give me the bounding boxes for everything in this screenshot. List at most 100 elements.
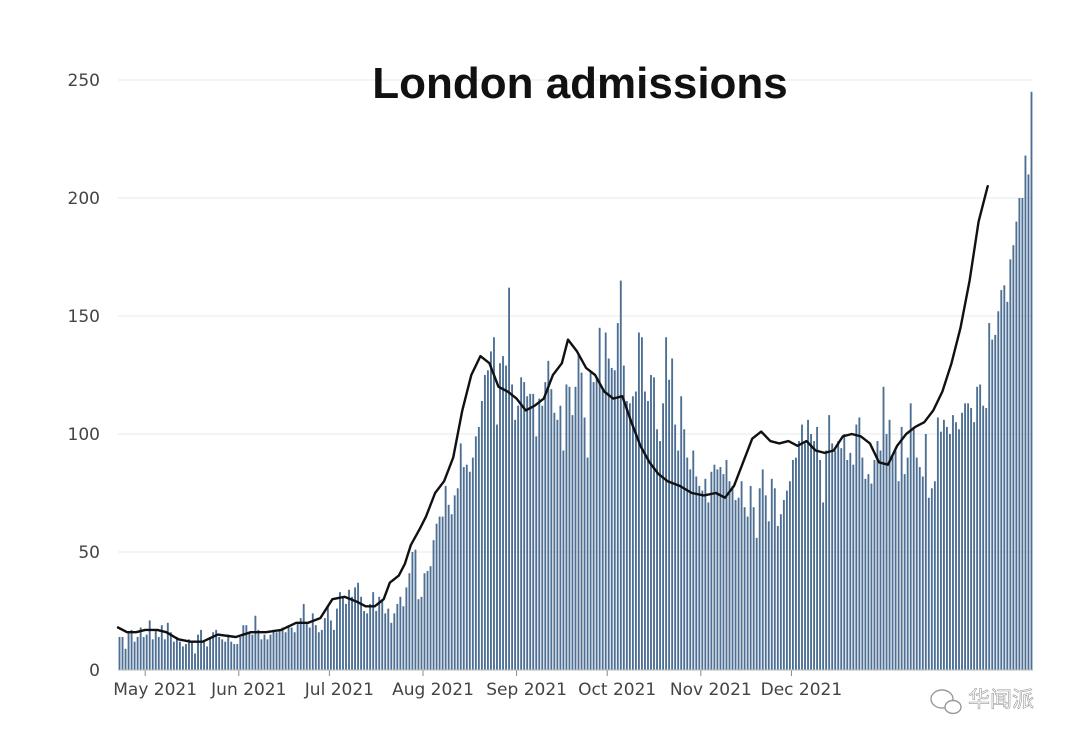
- bar: [888, 419, 891, 670]
- bar: [230, 641, 233, 670]
- bar: [396, 603, 399, 670]
- bar: [278, 629, 281, 670]
- bar: [499, 363, 501, 670]
- bar: [175, 636, 178, 670]
- bar: [471, 457, 474, 670]
- bar: [200, 629, 202, 670]
- bar: [136, 636, 139, 670]
- bar: [952, 415, 954, 670]
- bar: [257, 629, 260, 670]
- watermark: 华闻派: [930, 688, 1034, 715]
- bar: [698, 485, 701, 670]
- bar: [749, 485, 752, 670]
- bar: [849, 452, 852, 670]
- bar: [816, 426, 819, 670]
- bar: [447, 504, 450, 670]
- bar: [514, 419, 517, 670]
- bar: [354, 587, 356, 670]
- bar: [958, 429, 960, 670]
- bar: [384, 613, 387, 670]
- bar: [710, 471, 713, 670]
- bar: [894, 450, 897, 670]
- bar: [731, 485, 734, 670]
- bar: [299, 618, 302, 670]
- bar: [393, 613, 396, 670]
- bar: [559, 405, 562, 670]
- bar: [493, 337, 495, 670]
- bar: [770, 478, 773, 670]
- bar: [550, 389, 553, 670]
- bar: [598, 327, 601, 670]
- bar: [628, 403, 631, 670]
- bar: [417, 599, 420, 670]
- y-tick-label: 250: [68, 71, 100, 91]
- bar: [743, 507, 746, 670]
- bar: [822, 502, 825, 670]
- bar: [520, 377, 523, 670]
- bar: [906, 457, 909, 670]
- bar: [1030, 91, 1033, 671]
- x-tick-label: Dec 2021: [761, 680, 843, 700]
- bar: [302, 603, 305, 670]
- x-tick-label: Jul 2021: [304, 680, 374, 700]
- bar: [468, 471, 471, 670]
- bar: [329, 620, 332, 670]
- bar: [465, 464, 468, 670]
- bar: [477, 426, 480, 670]
- bar: [188, 639, 190, 670]
- bar: [607, 358, 610, 670]
- bar: [891, 455, 894, 670]
- bar: [511, 384, 514, 670]
- bar: [411, 552, 414, 670]
- bar: [988, 323, 991, 670]
- bar: [840, 448, 843, 670]
- bar: [429, 566, 432, 670]
- bar: [798, 441, 800, 670]
- bar: [1012, 245, 1015, 670]
- bar: [381, 599, 384, 670]
- bar: [480, 400, 483, 670]
- bar: [154, 629, 157, 670]
- bar: [221, 639, 224, 670]
- bar: [405, 587, 408, 670]
- bar: [218, 636, 221, 670]
- bar: [873, 459, 876, 670]
- bar: [535, 436, 538, 670]
- bar: [994, 334, 997, 670]
- bar: [426, 570, 429, 670]
- bar: [236, 644, 239, 670]
- bar: [1024, 155, 1027, 670]
- bar: [746, 516, 749, 670]
- bar: [692, 450, 695, 670]
- y-tick-label: 150: [68, 307, 100, 327]
- bar: [124, 648, 127, 670]
- bar: [665, 337, 668, 670]
- bar: [423, 573, 426, 670]
- bar: [127, 632, 130, 670]
- bar: [961, 412, 963, 670]
- bar: [819, 459, 822, 670]
- bar: [728, 481, 731, 670]
- bar: [1006, 301, 1009, 670]
- bar: [656, 429, 658, 670]
- bar: [474, 436, 477, 670]
- bar: [982, 405, 985, 670]
- bar: [644, 391, 646, 670]
- bar: [490, 351, 492, 670]
- bar: [453, 495, 456, 670]
- bar: [556, 419, 559, 670]
- bar: [997, 311, 1000, 670]
- bar: [308, 627, 311, 670]
- bar: [444, 485, 447, 670]
- bar: [166, 622, 169, 670]
- bar: [1009, 259, 1012, 670]
- bar: [610, 367, 613, 670]
- bar: [976, 386, 979, 670]
- bar: [562, 450, 565, 670]
- bar: [707, 502, 710, 670]
- bar: [592, 382, 595, 670]
- bar: [326, 606, 329, 670]
- bar: [435, 523, 438, 670]
- chart-title: London admissions: [372, 59, 788, 108]
- bar: [387, 608, 390, 670]
